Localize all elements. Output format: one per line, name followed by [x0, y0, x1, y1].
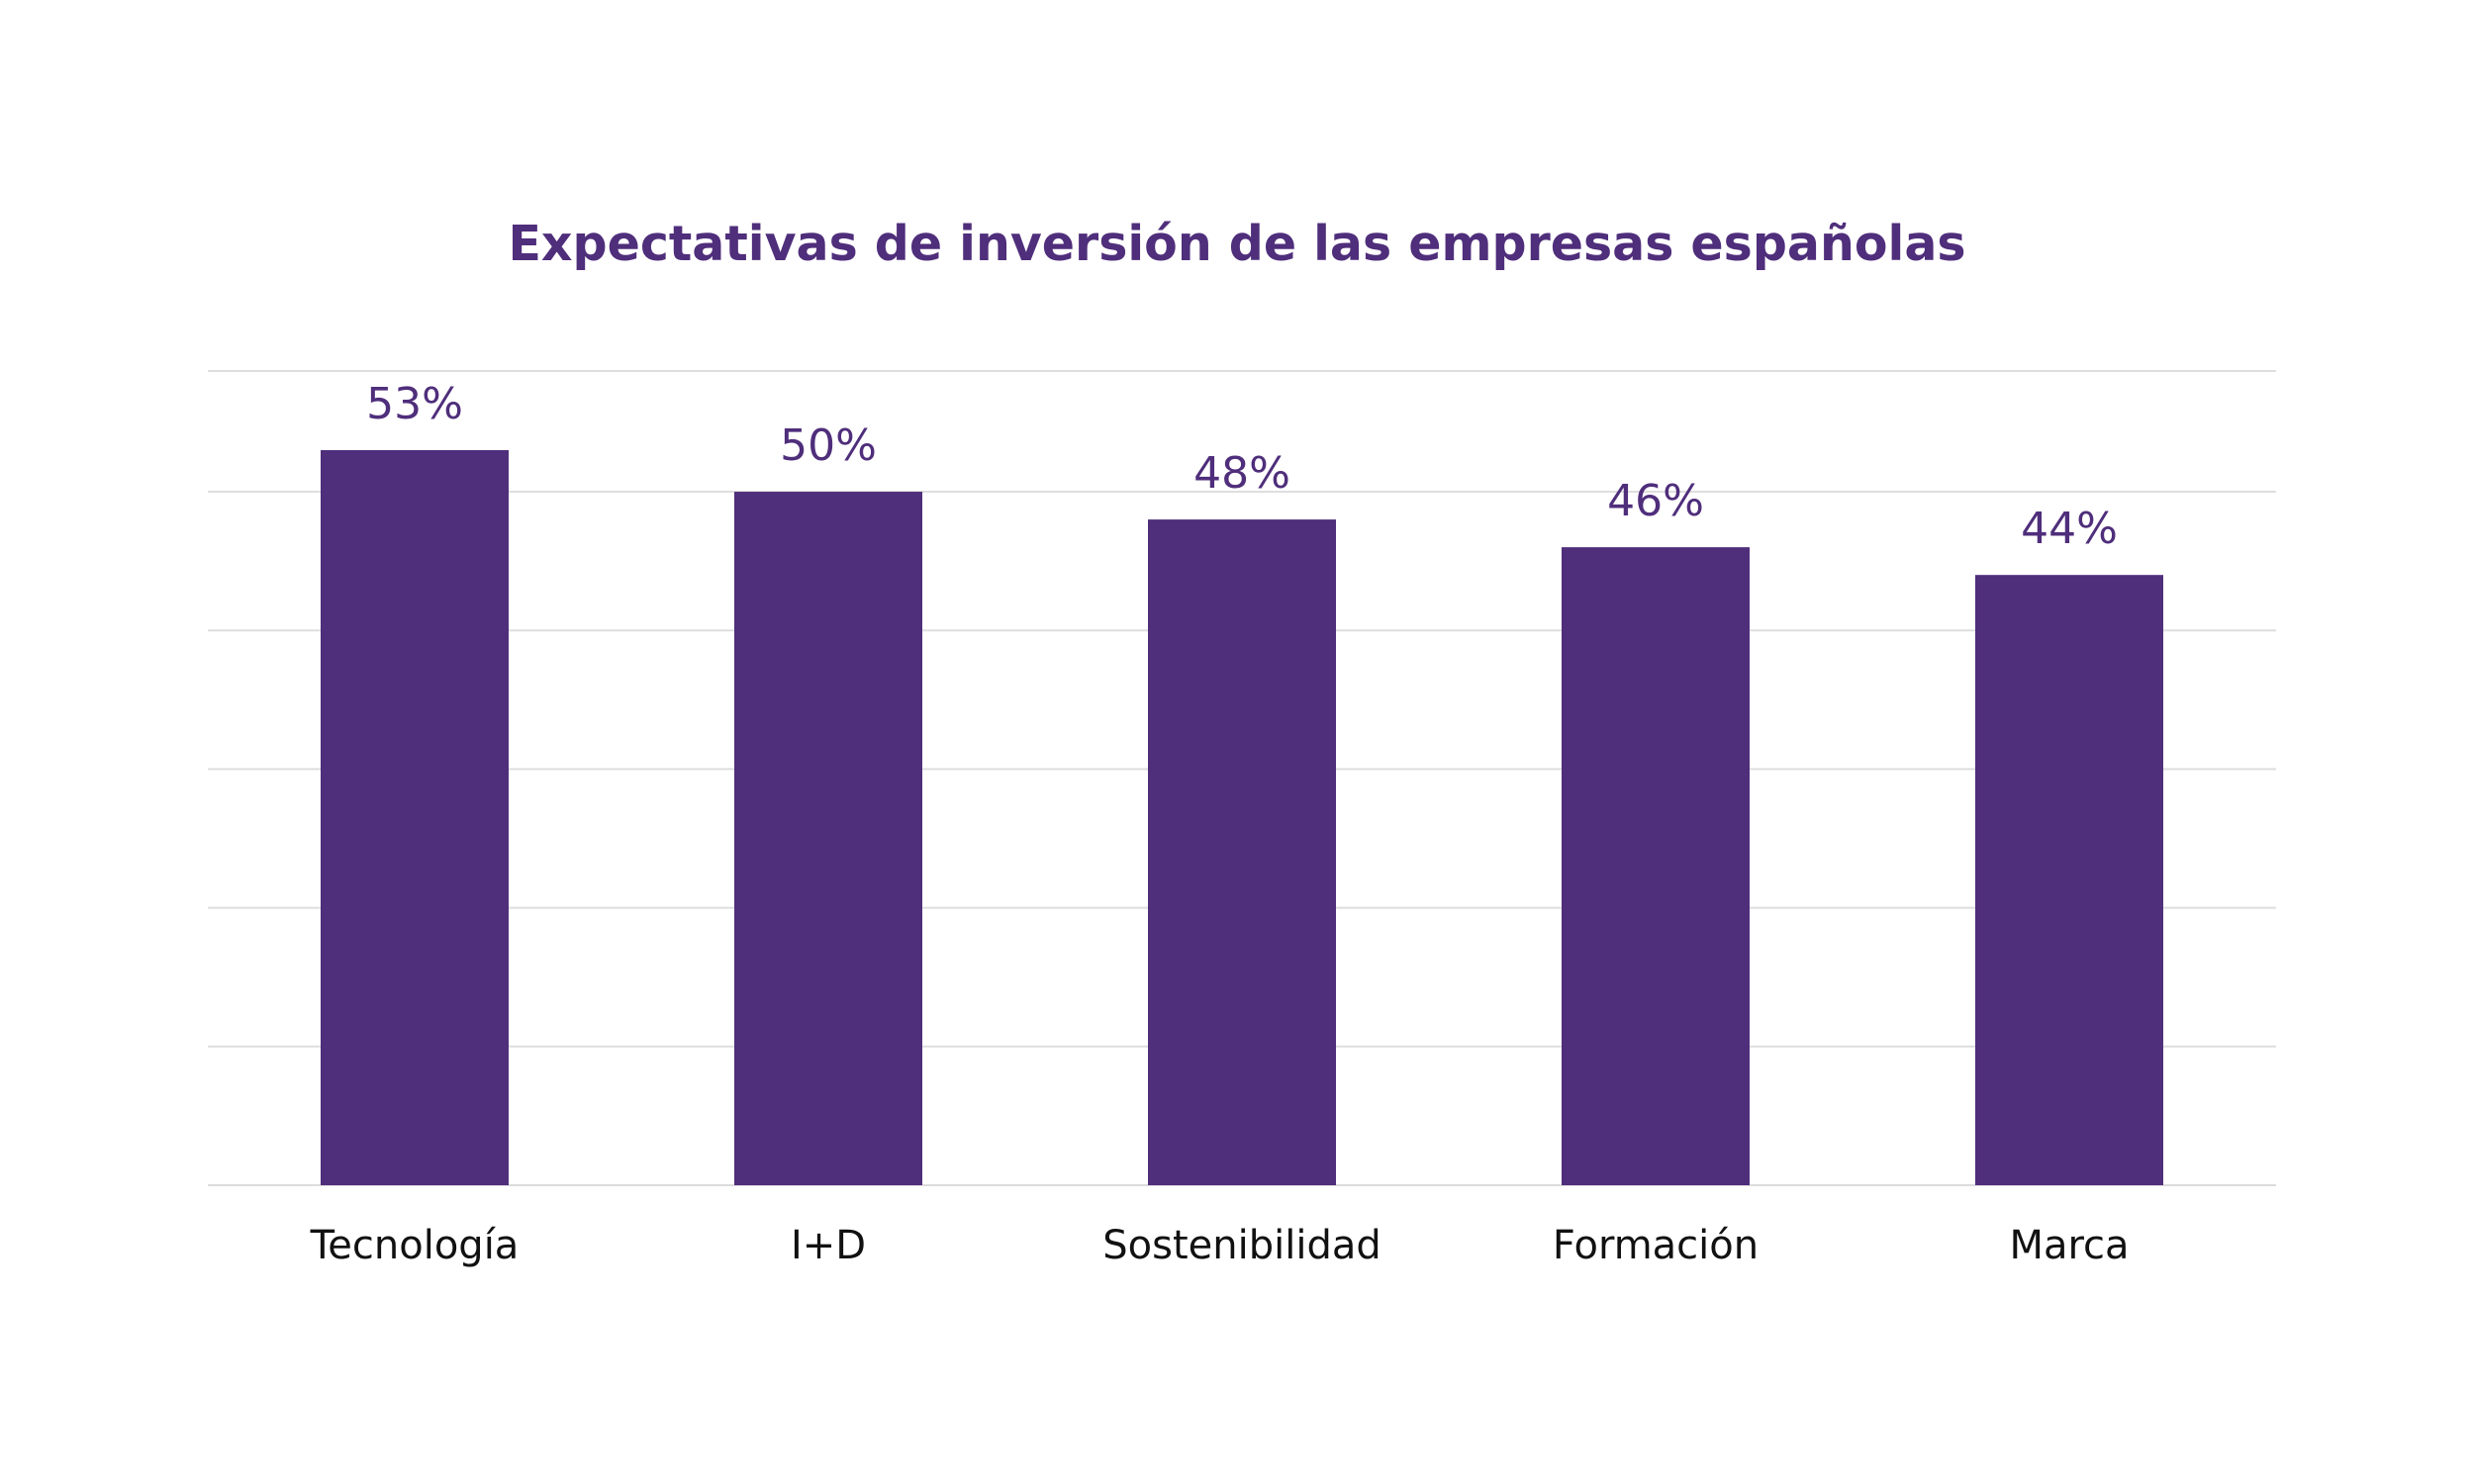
data-label: 50%: [780, 420, 877, 471]
data-label: 48%: [1193, 448, 1290, 499]
bar: [1148, 519, 1336, 1185]
data-label: 53%: [366, 379, 463, 429]
x-tick-label: Marca: [2009, 1223, 2129, 1268]
value-labels: 53% 50% 48% 46% 44%: [366, 379, 2118, 554]
x-tick-label: Tecnología: [310, 1223, 520, 1268]
data-label: 44%: [2021, 504, 2118, 554]
x-tick-label: Formación: [1553, 1223, 1759, 1268]
x-tick-label: Sostenibilidad: [1102, 1223, 1380, 1268]
bars: [321, 450, 2163, 1185]
data-label: 46%: [1607, 476, 1704, 526]
bar: [1975, 575, 2163, 1185]
chart-title: Expectativas de inversión de las empresa…: [508, 216, 1966, 272]
bar: [321, 450, 509, 1185]
category-labels: Tecnología I+D Sostenibilidad Formación Marc…: [310, 1223, 2130, 1268]
bar: [734, 492, 922, 1185]
bar: [1562, 547, 1750, 1185]
x-tick-label: I+D: [791, 1223, 866, 1268]
